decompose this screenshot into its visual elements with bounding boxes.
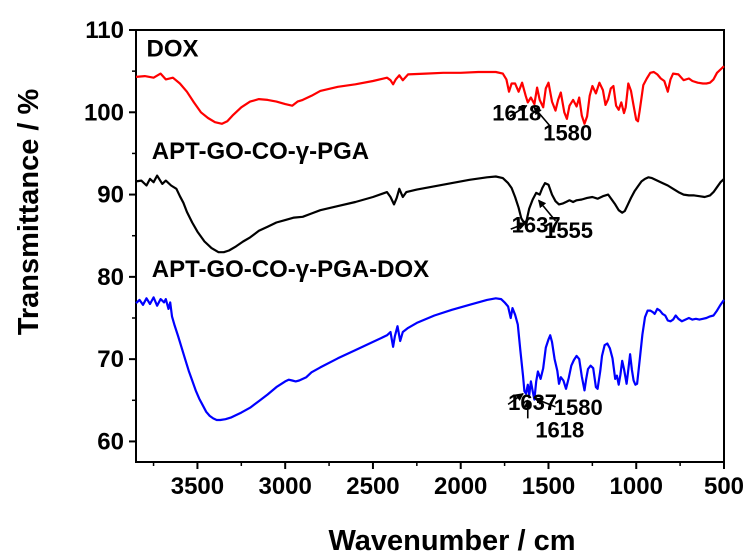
axis-layer: 3500 3000 2500 2000 1500 1000 500 60 70 80 90 100 11… [84,17,744,500]
series-line-1 [135,65,725,125]
series-label-3: APT-GO-CO-γ-PGA-DOX [152,256,429,283]
y-tick-label: 90 [97,182,124,209]
y-tick-label: 70 [97,346,124,373]
peak-arrow [510,222,527,230]
y-tick-label: 100 [84,99,124,126]
x-tick-label: 2500 [346,473,399,500]
x-tick-label: 2000 [434,473,487,500]
series-line-3 [135,296,725,422]
x-tick-label: 3000 [258,473,311,500]
x-axis-label: Wavenumber / cm [328,525,575,557]
x-tick-label: 3500 [171,473,224,500]
x-tick-label: 500 [704,473,744,500]
peak-arrow [509,105,528,118]
series-label-1: DOX [147,35,199,62]
peak-label: 1580 [554,395,603,420]
peak-label: 1637 [508,390,557,415]
x-tick-label: 1500 [522,473,575,500]
plot-frame [135,29,725,463]
y-tick-label: 110 [85,17,124,44]
y-tick-label: 60 [97,428,124,455]
peak-arrow [538,199,557,222]
series-label-2: APT-GO-CO-γ-PGA [152,138,369,165]
y-tick-label: 80 [97,264,124,291]
plot-area [135,29,725,463]
peak-label: 1618 [535,417,584,442]
peak-arrow [534,397,556,408]
peak-label: 1618 [492,101,541,126]
peak-label: 1580 [543,120,592,145]
y-axis-label: Transmittance / % [13,88,45,335]
peak-arrow [533,106,551,127]
peak-arrow [507,393,524,406]
series-line-2 [135,174,725,254]
series-layer: DOX APT-GO-CO-γ-PGA APT-GO-CO-γ-PGA-DOX [135,35,725,422]
x-tick-label: 1000 [610,473,663,500]
peak-label: 1555 [544,218,593,243]
